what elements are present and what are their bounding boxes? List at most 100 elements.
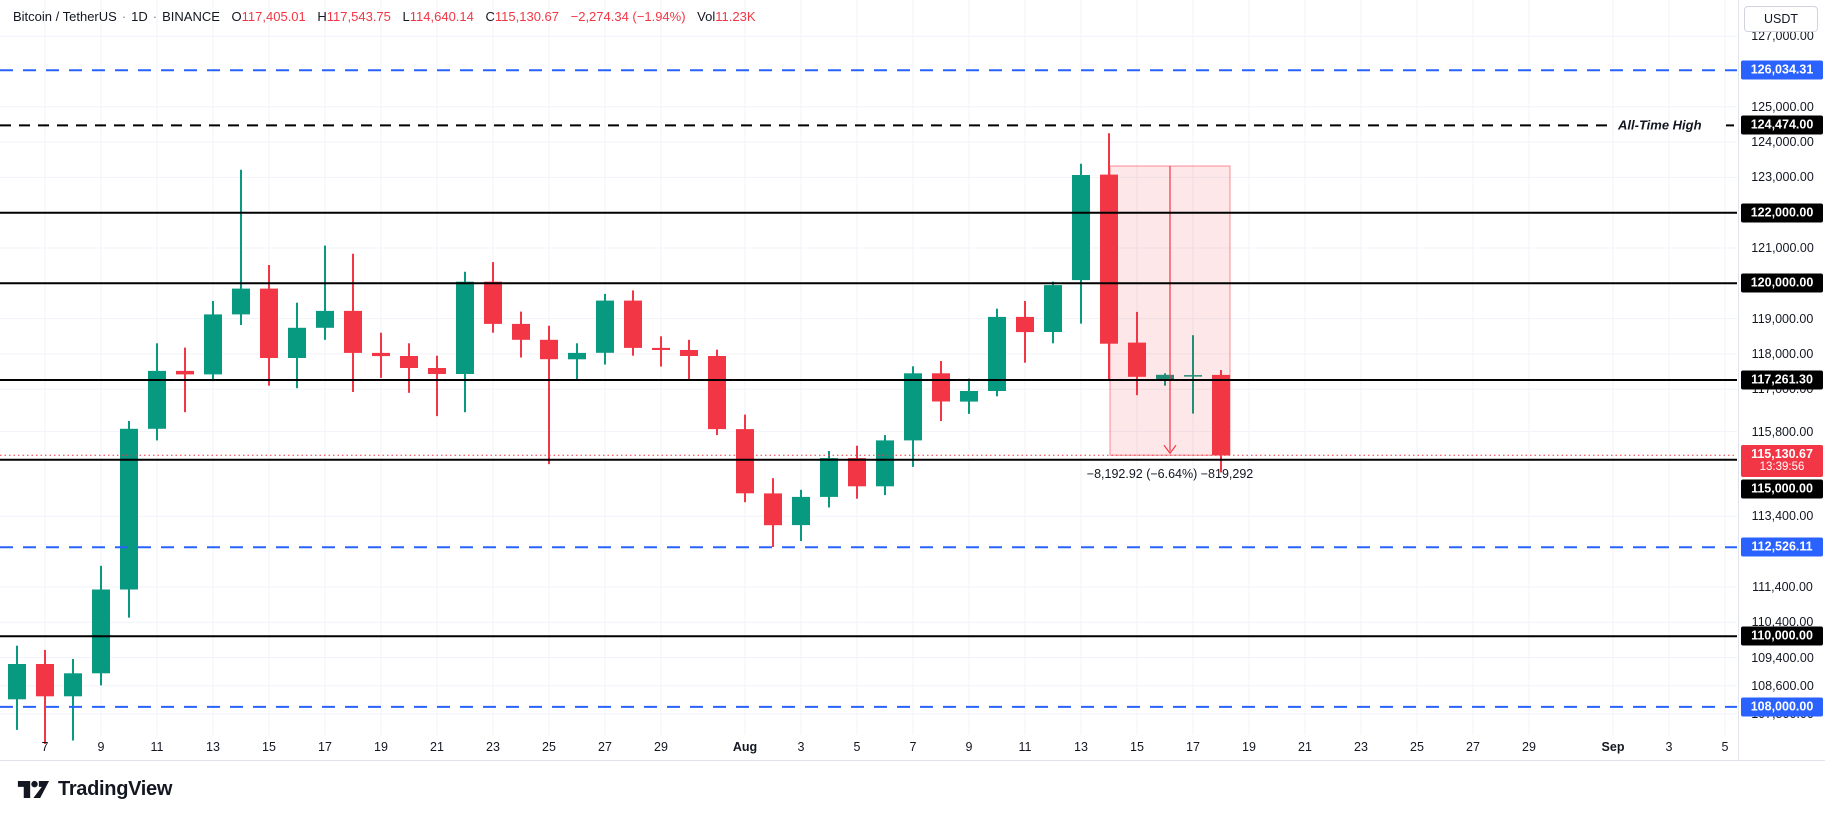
timeframe-label[interactable]: 1D [131, 9, 148, 24]
candle[interactable] [288, 302, 306, 389]
candle[interactable] [1100, 133, 1118, 381]
price-axis-label: 125,000.00 [1751, 99, 1814, 114]
price-level-badge: 120,000.00 [1741, 273, 1823, 293]
time-axis-label: 15 [1130, 740, 1144, 754]
close-value: 115,130.67 [494, 9, 559, 24]
price-level-badge: 117,261.30 [1741, 370, 1823, 390]
open-value: 117,405.01 [241, 9, 306, 24]
time-axis[interactable]: 7 9 11 13 15 17 19 21 23 25 27 29 Aug 3 5 7 9 11 13 15 17 19 2… [0, 735, 1738, 760]
candle[interactable] [92, 565, 110, 686]
open-label: O [231, 9, 242, 24]
candle[interactable] [1184, 335, 1202, 414]
price-level-badge: 115,000.00 [1741, 479, 1823, 499]
time-axis-label: 21 [1298, 740, 1312, 754]
low-value: 114,640.14 [409, 9, 474, 24]
countdown-timer: 13:39:56 [1759, 461, 1805, 474]
price-axis-label: 118,000.00 [1751, 346, 1814, 361]
separator-dot: · [121, 9, 127, 24]
candle[interactable] [8, 645, 26, 730]
volume-label: Vol [697, 9, 716, 24]
time-axis-label: Aug [732, 740, 758, 754]
candle[interactable] [456, 271, 474, 413]
candle[interactable] [904, 366, 922, 467]
price-axis-label: 110,400.00 [1751, 615, 1814, 630]
candle[interactable] [64, 659, 82, 741]
price-chart-pane[interactable] [0, 0, 1738, 760]
price-axis-label: 119,000.00 [1751, 311, 1814, 326]
high-value: 117,543.75 [326, 9, 391, 24]
candle[interactable] [764, 478, 782, 547]
time-axis-label: 11 [150, 740, 164, 754]
candle[interactable] [792, 489, 810, 541]
price-axis-label: 111,400.00 [1752, 579, 1813, 594]
chart-bottom-border [0, 760, 1825, 761]
volume-value: 11.23K [715, 9, 756, 24]
candle[interactable] [960, 378, 978, 414]
candle[interactable] [120, 421, 138, 618]
candle[interactable] [1128, 311, 1146, 396]
time-axis-label: 27 [598, 740, 612, 754]
candle[interactable] [36, 649, 54, 744]
price-level-badge: 108,000.00 [1741, 697, 1823, 717]
symbol-name[interactable]: Bitcoin / TetherUS [13, 9, 117, 24]
candle[interactable] [232, 169, 250, 325]
measurement-box[interactable] [1109, 165, 1231, 456]
candle[interactable] [988, 308, 1006, 397]
time-axis-label: 19 [374, 740, 388, 754]
time-axis-label: 17 [318, 740, 332, 754]
candle[interactable] [596, 293, 614, 365]
candle[interactable] [708, 349, 726, 436]
candle[interactable] [372, 332, 390, 378]
candle[interactable] [1016, 301, 1034, 363]
price-axis-label: 127,000.00 [1751, 29, 1814, 44]
candle[interactable] [680, 339, 698, 381]
time-axis-label: 7 [41, 740, 49, 754]
candle[interactable] [624, 290, 642, 356]
price-level-badge: 112,526.11 [1741, 537, 1823, 557]
candle[interactable] [652, 336, 670, 367]
time-axis-label: 7 [909, 740, 917, 754]
candle[interactable] [876, 435, 894, 496]
price-axis-label: 108,600.00 [1751, 678, 1814, 693]
tradingview-logo[interactable]: TradingView [16, 776, 172, 803]
candle[interactable] [204, 301, 222, 382]
price-level-badge: 126,034.31 [1741, 60, 1823, 80]
candle[interactable] [148, 343, 166, 441]
candle[interactable] [1072, 163, 1090, 324]
price-axis-label: 109,400.00 [1751, 650, 1814, 665]
close-label: C [485, 9, 495, 24]
time-axis-label: 9 [97, 740, 105, 754]
time-axis-label: 5 [853, 740, 861, 754]
time-axis-label: 19 [1242, 740, 1256, 754]
candle[interactable] [540, 325, 558, 465]
candle[interactable] [568, 343, 586, 381]
price-axis[interactable]: 127,000.00 125,000.00 124,000.00 123,000.00… [1738, 0, 1825, 760]
time-axis-label: 13 [1074, 740, 1088, 754]
measurement-label: −8,192.92 (−6.64%) −819,292 [1086, 467, 1254, 482]
price-axis-label: 115,800.00 [1751, 424, 1814, 439]
candle[interactable] [512, 311, 530, 358]
candle[interactable] [932, 361, 950, 421]
time-axis-label: 3 [1665, 740, 1673, 754]
candle[interactable] [260, 265, 278, 386]
gridlines [0, 0, 1737, 735]
symbol-header: Bitcoin / TetherUS · 1D · BINANCE O117,405.0… [13, 9, 756, 24]
candle[interactable] [316, 245, 334, 340]
all-time-high-label: All-Time High [1618, 117, 1702, 133]
low-label: L [402, 9, 410, 24]
price-axis-label: 113,400.00 [1751, 509, 1814, 524]
candle[interactable] [1044, 281, 1062, 344]
currency-usdt-button[interactable]: USDT [1744, 6, 1818, 32]
time-axis-label: 25 [1410, 740, 1424, 754]
time-axis-label: 23 [486, 740, 500, 754]
measurement-arrowhead-icon [1163, 444, 1177, 455]
price-level-badge: 124,474.00 [1741, 115, 1823, 135]
candle[interactable] [484, 262, 502, 333]
candle[interactable] [400, 343, 418, 393]
candle[interactable] [736, 414, 754, 503]
candle[interactable] [344, 253, 362, 392]
candle[interactable] [848, 445, 866, 499]
candle[interactable] [428, 355, 446, 417]
price-axis-label: 123,000.00 [1751, 170, 1814, 185]
